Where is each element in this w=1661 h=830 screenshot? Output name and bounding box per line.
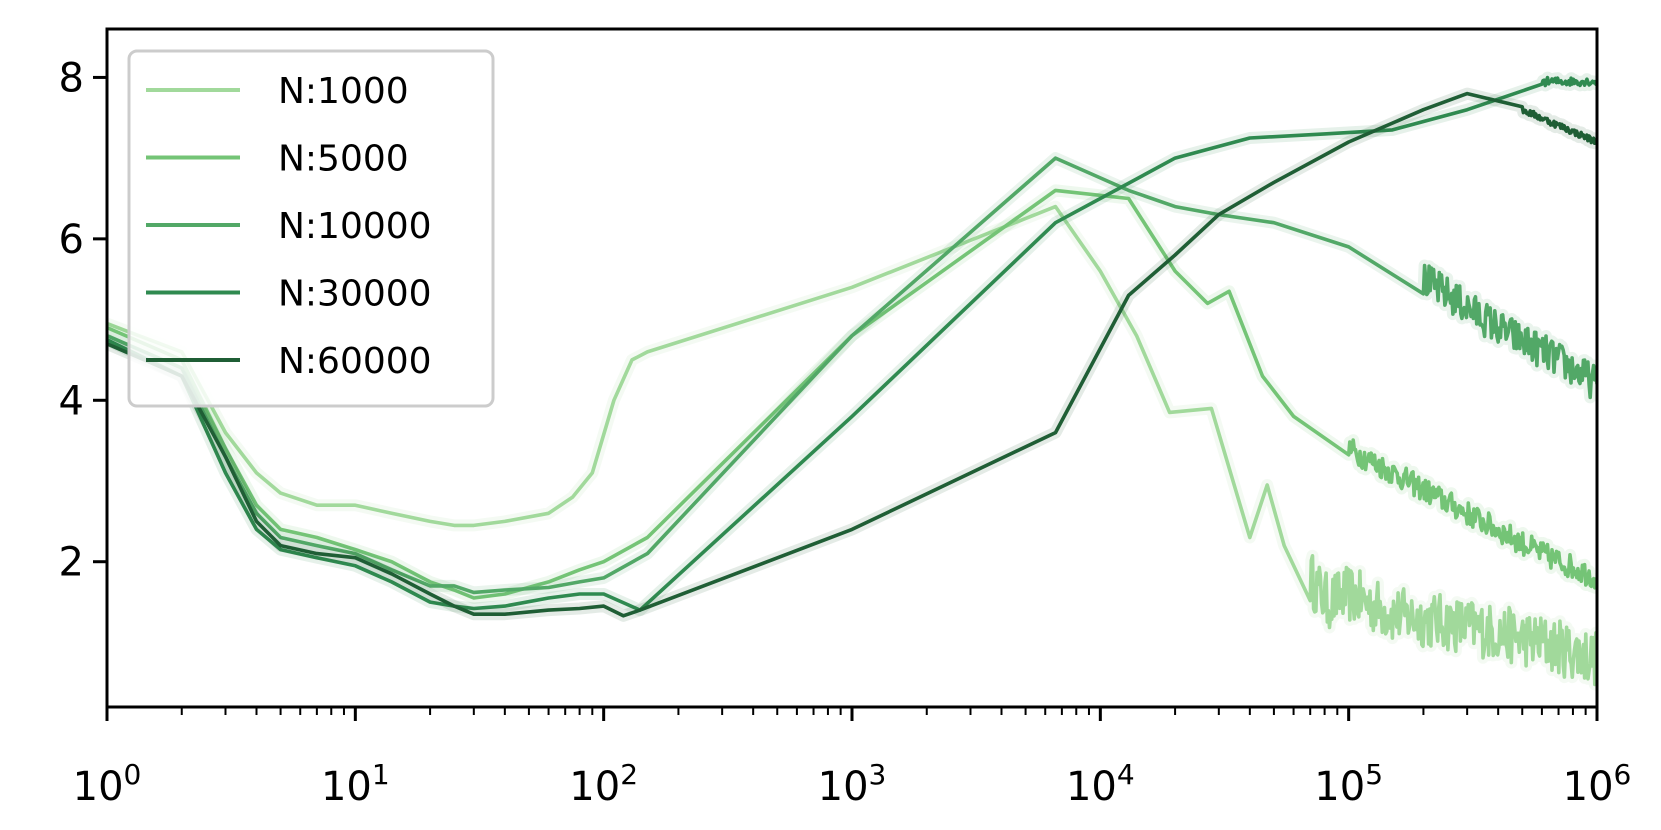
x-tick-label: 102 xyxy=(569,758,638,810)
x-axis: 100 101 102 103 104 105 106 xyxy=(73,707,1632,810)
legend-label: N:5000 xyxy=(278,139,409,180)
legend: N:1000 N:5000 N:10000 N:30000 N:60000 xyxy=(127,49,495,408)
legend-box xyxy=(127,49,495,408)
x-tick-label: 104 xyxy=(1066,758,1135,810)
y-tick-label: 8 xyxy=(59,55,84,101)
series-line-0 xyxy=(107,204,1597,687)
x-tick-label: 106 xyxy=(1563,758,1632,810)
x-tick-label: 100 xyxy=(73,758,142,810)
series-line-4 xyxy=(107,91,1597,618)
series-layer xyxy=(107,71,1597,691)
legend-label: N:1000 xyxy=(278,71,409,112)
legend-label: N:30000 xyxy=(278,274,432,315)
x-tick-label: 103 xyxy=(818,758,887,810)
legend-label: N:10000 xyxy=(278,206,432,247)
series-line-3 xyxy=(107,75,1597,612)
legend-label: N:60000 xyxy=(278,341,432,382)
x-tick-label: 105 xyxy=(1314,758,1383,810)
y-tick-label: 6 xyxy=(59,217,84,263)
series-line-1 xyxy=(107,188,1597,600)
y-axis: 2 4 6 8 xyxy=(59,55,107,586)
x-tick-label: 101 xyxy=(321,758,390,810)
y-tick-label: 2 xyxy=(59,540,84,586)
y-tick-label: 4 xyxy=(59,378,84,424)
series-line-2 xyxy=(107,156,1597,595)
